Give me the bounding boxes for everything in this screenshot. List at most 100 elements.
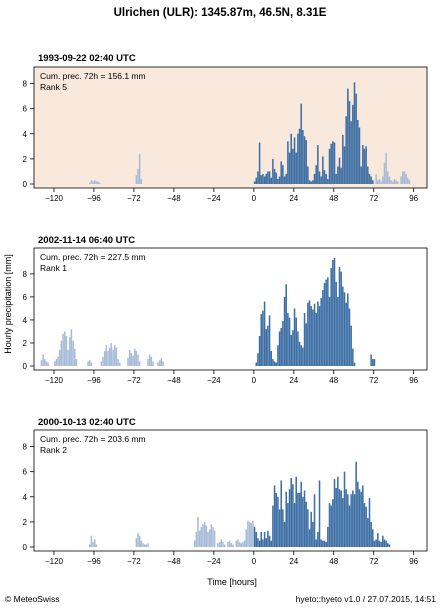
panel-3: −120 −96 −72 −48 −24 0 24 48 72 96024682000-10-13…: [23, 417, 428, 566]
bar: [348, 505, 351, 547]
bar: [67, 349, 69, 366]
bar: [347, 293, 349, 366]
x-tick-label: 0: [252, 376, 257, 385]
bar: [127, 357, 129, 366]
bar: [397, 181, 399, 184]
bar: [343, 292, 346, 366]
bar: [322, 540, 324, 547]
bar: [395, 180, 397, 184]
bar: [368, 173, 371, 184]
bar: [317, 531, 319, 547]
bar: [267, 530, 269, 547]
bar: [262, 310, 264, 366]
bar: [293, 137, 296, 184]
bar: [315, 539, 317, 547]
bar: [248, 521, 251, 547]
bar: [267, 171, 269, 184]
bar: [218, 541, 221, 547]
bar: [342, 286, 344, 366]
bar: [270, 177, 272, 184]
bar: [113, 345, 116, 366]
y-tick-label: 4: [23, 493, 28, 502]
bar: [323, 170, 326, 184]
bar: [290, 334, 292, 366]
bar: [252, 520, 254, 547]
footer-copyright: © MeteoSwiss: [5, 594, 59, 604]
y-tick-label: 2: [23, 518, 28, 527]
bar: [230, 543, 233, 547]
bar: [400, 176, 402, 184]
bar: [277, 345, 279, 366]
bar: [260, 314, 262, 366]
bar: [365, 146, 367, 184]
bar: [263, 176, 266, 184]
bar: [42, 354, 44, 366]
bar: [380, 541, 382, 547]
bar: [312, 309, 314, 366]
bar: [350, 121, 352, 184]
bar: [207, 531, 209, 547]
bar: [73, 348, 76, 366]
bar: [335, 173, 337, 184]
bar: [138, 361, 141, 366]
bar: [348, 308, 351, 366]
bar: [292, 330, 294, 366]
bar: [300, 103, 302, 184]
bar: [315, 313, 317, 366]
series-event: [253, 82, 374, 184]
bar: [273, 361, 276, 366]
bar: [370, 521, 372, 547]
bar: [352, 104, 354, 184]
y-tick-label: 8: [23, 80, 28, 89]
bar: [200, 526, 203, 547]
bar: [365, 506, 367, 547]
bar: [373, 540, 376, 547]
x-tick-label: 48: [329, 557, 338, 566]
bar: [265, 538, 267, 547]
bar: [403, 171, 406, 184]
panel-background: [34, 248, 427, 370]
x-tick-label: 24: [289, 194, 298, 203]
series-before-event: [40, 329, 164, 366]
bar: [265, 329, 267, 366]
bar: [108, 347, 111, 366]
bar: [385, 152, 387, 184]
bar: [275, 493, 277, 547]
bar: [63, 331, 66, 366]
bar: [277, 178, 279, 184]
rank-label: Rank 1: [40, 263, 67, 273]
bar: [135, 175, 138, 184]
bar: [282, 321, 284, 366]
bar: [137, 354, 139, 366]
bar: [342, 135, 344, 184]
bar: [322, 156, 324, 184]
bar: [407, 177, 409, 184]
bar: [258, 142, 261, 184]
panel-frame: [33, 429, 428, 552]
bar: [227, 541, 229, 547]
x-tick-label: −120: [45, 194, 64, 203]
bar: [358, 489, 361, 547]
bar: [273, 485, 276, 547]
panel-frame: [33, 66, 428, 189]
bar: [352, 490, 354, 547]
bar: [302, 496, 304, 547]
panel-frame: [33, 247, 428, 371]
bar: [93, 180, 96, 184]
bar: [308, 300, 311, 366]
x-tick-label: 48: [329, 194, 338, 203]
bar: [278, 176, 281, 184]
bar: [87, 361, 89, 366]
bar: [142, 543, 144, 547]
bar: [247, 520, 249, 547]
bar: [68, 337, 71, 366]
bar: [350, 325, 352, 366]
bar: [295, 476, 297, 547]
bar: [283, 521, 286, 547]
bar: [90, 362, 93, 366]
bar: [287, 313, 289, 366]
x-tick-label: 72: [369, 376, 378, 385]
bar: [290, 477, 292, 547]
x-tick-label: −48: [167, 194, 181, 203]
bar: [287, 503, 289, 547]
